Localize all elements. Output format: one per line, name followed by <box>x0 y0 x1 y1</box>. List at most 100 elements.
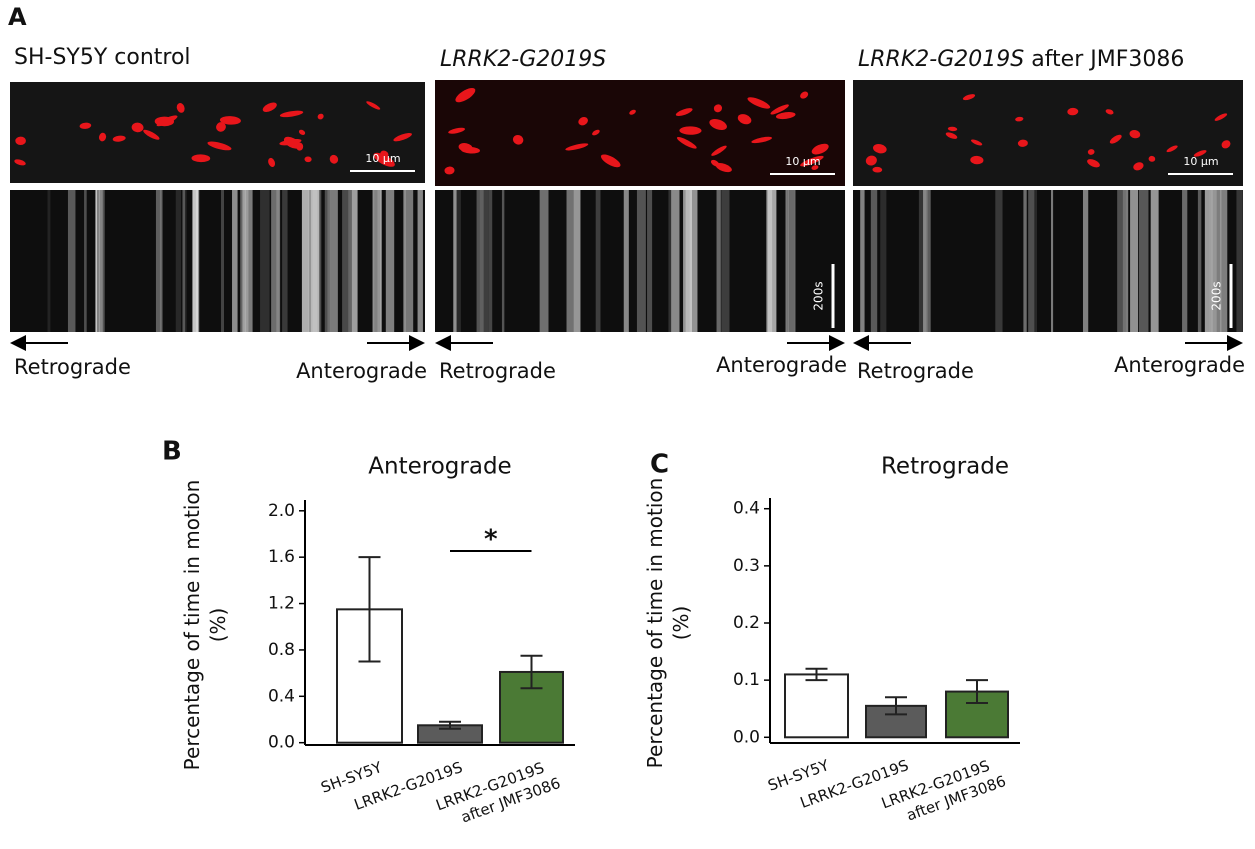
y-axis-label: Percentage of time in motion (%) <box>643 478 693 769</box>
kymo-streak <box>374 190 381 332</box>
mitochondrion <box>216 122 226 132</box>
kymo-streak <box>766 190 773 332</box>
kymo-streak <box>221 190 225 332</box>
mitochondrion <box>283 136 300 149</box>
mitochondrion <box>373 152 395 167</box>
kymo-streak <box>244 190 253 332</box>
mitochondrion <box>711 145 727 156</box>
mitochondrion <box>1087 149 1095 155</box>
kymo-streak <box>348 190 358 332</box>
mitochondrion <box>461 146 480 154</box>
mitochondrion <box>455 87 476 103</box>
kymo-streak <box>182 190 186 332</box>
mitochondrion <box>865 155 877 166</box>
scale-bar-label: 10 µm <box>1183 155 1218 168</box>
mitochondrion <box>800 155 824 167</box>
mitochondrion <box>715 163 732 173</box>
y-tick-label: 2.0 <box>268 501 295 521</box>
mitochondrion <box>775 112 796 120</box>
mitochondrion <box>191 154 211 163</box>
kymo-streak <box>689 190 698 332</box>
bar <box>784 673 849 739</box>
scale-bar-label: 10 µm <box>365 152 400 165</box>
mitochondrion <box>873 143 887 154</box>
mitochondrion <box>1221 140 1231 149</box>
fluorescence-image <box>853 80 1243 186</box>
kymo-streak <box>47 190 51 332</box>
mitochondrion <box>1087 159 1100 168</box>
kymo-streak <box>501 190 505 332</box>
kymo-streak <box>282 190 288 332</box>
panel-label: A <box>8 3 27 31</box>
kymo-streak <box>671 190 680 332</box>
mitochondrion <box>112 135 126 142</box>
y-tick-label: 1.2 <box>268 594 295 614</box>
y-axis-label-line: (%) <box>206 608 230 643</box>
fluorescence-image <box>435 80 845 186</box>
kymo-streak <box>417 190 423 332</box>
mitochondrion <box>329 154 339 164</box>
y-axis-label: Percentage of time in motion (%) <box>180 480 230 771</box>
mitochondrion <box>1017 139 1028 147</box>
mitochondrion <box>800 91 809 99</box>
mitochondrion <box>600 154 621 168</box>
kymo-streak <box>98 190 103 332</box>
mitochondrion <box>176 103 185 113</box>
kymo-streak <box>623 190 629 332</box>
kymo-streak <box>159 190 163 332</box>
mitochondrion <box>970 139 983 146</box>
mitochondrion <box>298 129 306 135</box>
antero-label: Anterograde <box>1114 353 1245 377</box>
kymo-streak <box>232 190 238 332</box>
retro-label: Retrograde <box>857 359 974 383</box>
mitochondrion <box>629 109 636 115</box>
mitochondrion <box>713 104 723 113</box>
mitochondrion <box>676 137 697 149</box>
kymo-streak <box>636 190 646 332</box>
y-tick-label: 0.4 <box>733 499 760 519</box>
mitochondrion <box>317 113 324 120</box>
kymo-streak <box>403 190 406 332</box>
significance-label: * <box>484 525 498 555</box>
kymo-streak <box>192 190 199 332</box>
y-axis-label-line: Percentage of time in motion <box>180 480 204 771</box>
kymo-streak <box>786 190 795 332</box>
y-axis-label-line: (%) <box>669 606 693 641</box>
mitochondrion <box>1109 134 1122 144</box>
kymograph <box>853 190 1243 332</box>
mitochondrion <box>207 141 232 151</box>
kymo-streak <box>342 190 352 332</box>
mitochondrion <box>747 97 771 109</box>
kymo-streak <box>479 190 489 332</box>
kymo-streak <box>457 190 461 332</box>
kymo-streak <box>1117 190 1126 332</box>
kymo-streak <box>175 190 182 332</box>
mitochondrion <box>947 126 958 132</box>
kymo-streak <box>721 190 730 332</box>
kymo-streak <box>1150 190 1159 332</box>
kymo-streak <box>324 190 331 332</box>
mitochondrion <box>15 136 26 146</box>
kymo-streak <box>155 190 162 332</box>
title-italic: LRRK2-G2019S <box>858 47 1024 72</box>
title-space <box>1024 47 1031 72</box>
panel-title: LRRK2-G2019S <box>440 47 606 72</box>
y-tick-label: 0.3 <box>733 556 760 576</box>
mitochondrion <box>1015 116 1024 122</box>
mitochondrion <box>268 157 276 167</box>
kymo-streak <box>767 190 777 332</box>
kymo-streak <box>276 190 280 332</box>
mitochondrion <box>143 129 160 140</box>
kymo-streak <box>67 190 76 332</box>
mitochondrion <box>679 126 702 135</box>
time-bar-label: 200s <box>812 281 826 310</box>
kymo-streak <box>1208 190 1217 332</box>
mitochondrion <box>811 143 829 155</box>
mitochondrion <box>578 117 588 126</box>
scale-bar-label: 10 µm <box>785 155 820 168</box>
kymo-streak <box>1236 190 1243 332</box>
mitochondrion <box>219 116 241 125</box>
mitochondrion <box>279 110 304 118</box>
kymo-streak <box>595 190 601 332</box>
